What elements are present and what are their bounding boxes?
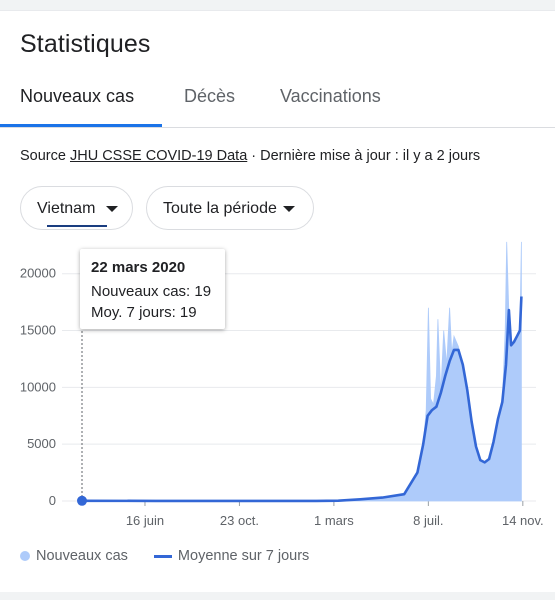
hover-point xyxy=(77,495,87,506)
source-prefix: Source xyxy=(20,148,70,164)
tab-new-cases[interactable]: Nouveaux cas xyxy=(20,86,135,106)
legend-cases-label: Nouveaux cas xyxy=(36,548,128,565)
period-dropdown[interactable]: Toute la période xyxy=(146,186,314,230)
chart-tooltip: 22 mars 2020 Nouveaux cas: 19 Moy. 7 jou… xyxy=(80,249,225,329)
tab-vaccinations[interactable]: Vaccinations xyxy=(280,86,381,106)
y-tick-label: 0 xyxy=(49,493,56,508)
country-dropdown-label: Vietnam xyxy=(37,200,96,217)
x-tick-label: 1 mars xyxy=(314,513,354,528)
y-tick-label: 20000 xyxy=(20,266,56,281)
tab-deaths[interactable]: Décès xyxy=(184,86,236,106)
period-dropdown-label: Toute la période xyxy=(163,200,277,217)
y-tick-label: 5000 xyxy=(27,436,56,451)
legend-average-label: Moyenne sur 7 jours xyxy=(177,548,310,565)
x-axis-ticks: 16 juin 23 oct. 1 mars 8 juil. 14 nov. xyxy=(126,501,544,528)
bottom-strip xyxy=(0,592,555,600)
chevron-down-icon xyxy=(283,206,295,212)
top-strip xyxy=(0,0,555,10)
y-axis-ticks: 0 5000 10000 15000 20000 xyxy=(20,266,56,508)
tab-bar: Nouveaux cas Décès Vaccinations xyxy=(0,78,555,128)
source-line: Source JHU CSSE COVID-19 Data · Dernière… xyxy=(20,148,480,164)
series-line-7day-average xyxy=(81,296,523,503)
tooltip-new-cases: Nouveaux cas: 19 xyxy=(91,283,212,300)
legend-average-swatch xyxy=(153,554,172,558)
legend-cases-swatch xyxy=(20,551,30,562)
dropdown-underline xyxy=(47,225,107,227)
cases-chart[interactable]: 0 5000 10000 15000 20000 16 juin 23 oct. 1 mar… xyxy=(0,240,555,540)
x-tick-label: 8 juil. xyxy=(413,513,443,528)
source-link[interactable]: JHU CSSE COVID-19 Data xyxy=(69,148,248,164)
tooltip-date: 22 mars 2020 xyxy=(91,259,186,276)
chevron-down-icon xyxy=(106,206,118,212)
page-title: Statistiques xyxy=(20,30,151,58)
chart-legend: Nouveaux cas Moyenne sur 7 jours xyxy=(20,548,309,564)
x-tick-label: 23 oct. xyxy=(220,513,259,528)
country-dropdown[interactable]: Vietnam xyxy=(20,186,133,230)
active-tab-indicator xyxy=(0,124,162,127)
tooltip-average: Moy. 7 jours: 19 xyxy=(91,304,197,321)
source-updated: · Dernière mise à jour : il y a 2 jours xyxy=(247,148,481,164)
y-tick-label: 10000 xyxy=(20,379,56,394)
y-tick-label: 15000 xyxy=(20,323,56,338)
x-tick-label: 16 juin xyxy=(126,513,164,528)
x-tick-label: 14 nov. xyxy=(502,513,544,528)
